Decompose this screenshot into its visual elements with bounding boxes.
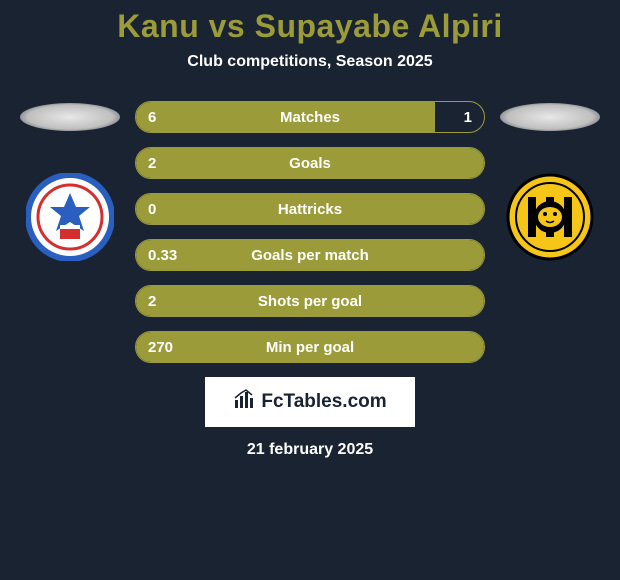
stat-bar-hattricks: 0 Hattricks — [135, 193, 485, 225]
shadow-ellipse-right — [500, 103, 600, 131]
stat-label: Hattricks — [278, 201, 342, 218]
subtitle: Club competitions, Season 2025 — [187, 53, 432, 71]
left-club-badge — [26, 173, 114, 261]
stat-right-value: 1 — [464, 109, 472, 126]
stat-left-value: 2 — [148, 293, 156, 310]
stat-left-value: 270 — [148, 339, 173, 356]
stat-left-value: 2 — [148, 155, 156, 172]
comparison-card: Kanu vs Supayabe Alpiri Club competition… — [0, 0, 620, 580]
right-club-column — [495, 101, 605, 261]
date-text: 21 february 2025 — [247, 441, 373, 459]
stat-bar-goals: 2 Goals — [135, 147, 485, 179]
main-row: 6 Matches 1 2 Goals 0 Hattricks 0.33 Goals per m… — [0, 101, 620, 363]
stat-label: Matches — [280, 109, 340, 126]
stat-left-value: 6 — [148, 109, 156, 126]
strongest-badge-icon — [506, 173, 594, 261]
stat-bar-goals-per-match: 0.33 Goals per match — [135, 239, 485, 271]
stat-bar-matches: 6 Matches 1 — [135, 101, 485, 133]
bahia-badge-icon — [26, 173, 114, 261]
stat-label: Goals — [289, 155, 331, 172]
stat-label: Min per goal — [266, 339, 354, 356]
footer-brand-badge: FcTables.com — [205, 377, 415, 427]
shadow-ellipse-left — [20, 103, 120, 131]
stat-bar-min-per-goal: 270 Min per goal — [135, 331, 485, 363]
right-club-badge — [506, 173, 594, 261]
stat-label: Shots per goal — [258, 293, 362, 310]
stat-left-value: 0 — [148, 201, 156, 218]
stat-bar-shots-per-goal: 2 Shots per goal — [135, 285, 485, 317]
stat-label: Goals per match — [251, 247, 369, 264]
left-club-column — [15, 101, 125, 261]
page-title: Kanu vs Supayabe Alpiri — [117, 8, 503, 45]
footer-brand-text: FcTables.com — [261, 391, 386, 413]
chart-icon — [233, 388, 255, 416]
stat-left-value: 0.33 — [148, 247, 177, 264]
stats-column: 6 Matches 1 2 Goals 0 Hattricks 0.33 Goals per m… — [135, 101, 485, 363]
